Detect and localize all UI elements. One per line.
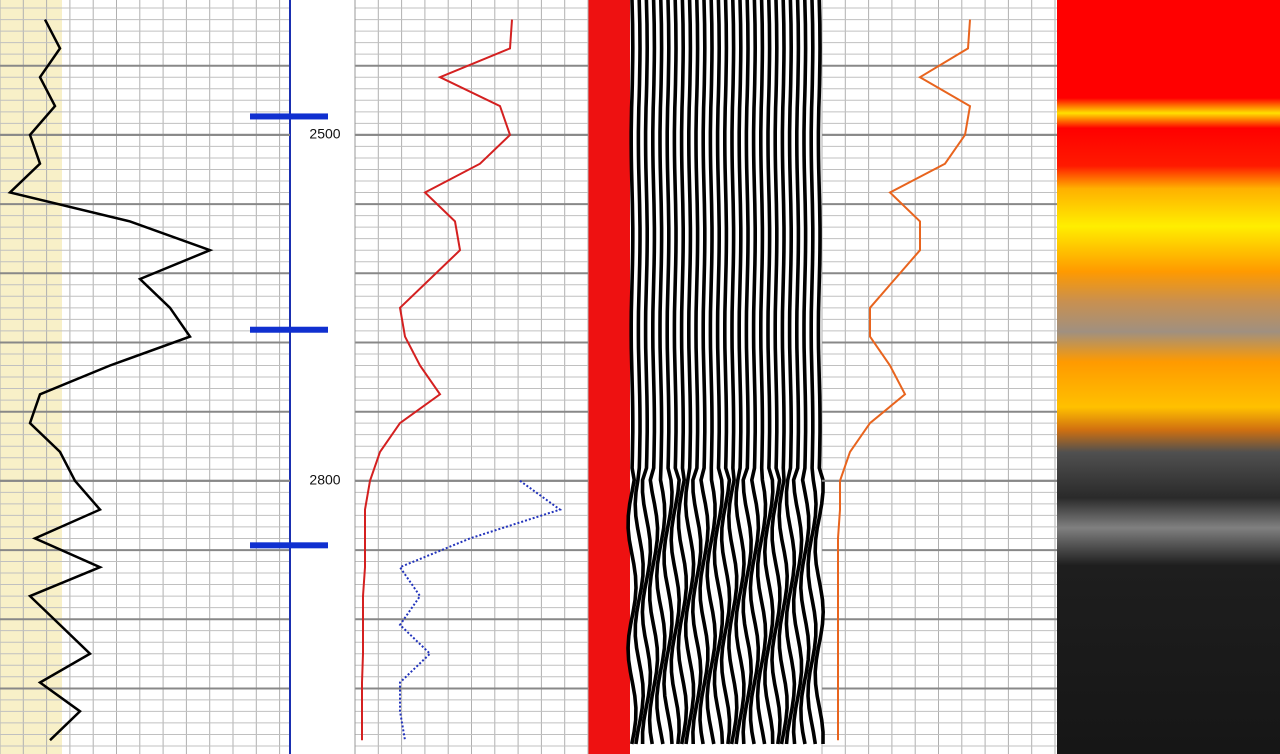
- log-curve: [837, 19, 972, 741]
- log-curve: [7, 19, 214, 742]
- seismic-trace: [683, 0, 696, 745]
- seismic-trace: [806, 0, 818, 745]
- seismic-trace: [640, 0, 653, 744]
- seismic-trace: [748, 0, 761, 745]
- depth-label: 2500: [309, 126, 340, 142]
- seismic-trace: [676, 0, 689, 745]
- seismic-trace: [662, 0, 674, 745]
- seismic-trace: [777, 0, 790, 745]
- color-track: [1057, 0, 1280, 754]
- seismic-edge: [588, 0, 630, 754]
- seismic-trace: [784, 0, 797, 745]
- seismic-trace: [770, 0, 782, 745]
- seismic-trace: [712, 0, 725, 745]
- seismic-trace: [669, 0, 682, 745]
- seismic-trace: [791, 0, 804, 745]
- seismic-trace: [734, 0, 746, 745]
- log-curve: [398, 479, 563, 741]
- seismic-trace: [741, 0, 754, 745]
- seismic-trace: [719, 0, 732, 745]
- depth-label: 2800: [309, 471, 340, 487]
- seismic-trace: [813, 0, 826, 744]
- seismic-trace: [705, 0, 718, 745]
- seismic-trace: [654, 0, 667, 745]
- seismic-trace: [626, 0, 638, 745]
- seismic-trace: [762, 0, 775, 745]
- seismic-trace: [633, 0, 646, 745]
- seismic-trace: [698, 0, 710, 745]
- formation-marker: [250, 113, 328, 120]
- seismic-trace: [690, 0, 703, 745]
- seismic-trace: [647, 0, 660, 745]
- formation-marker: [250, 542, 328, 549]
- seismic-trace: [726, 0, 739, 745]
- log-curve: [361, 19, 513, 741]
- seismic-trace: [798, 0, 811, 745]
- seismic-trace: [755, 0, 768, 745]
- formation-marker: [250, 326, 328, 333]
